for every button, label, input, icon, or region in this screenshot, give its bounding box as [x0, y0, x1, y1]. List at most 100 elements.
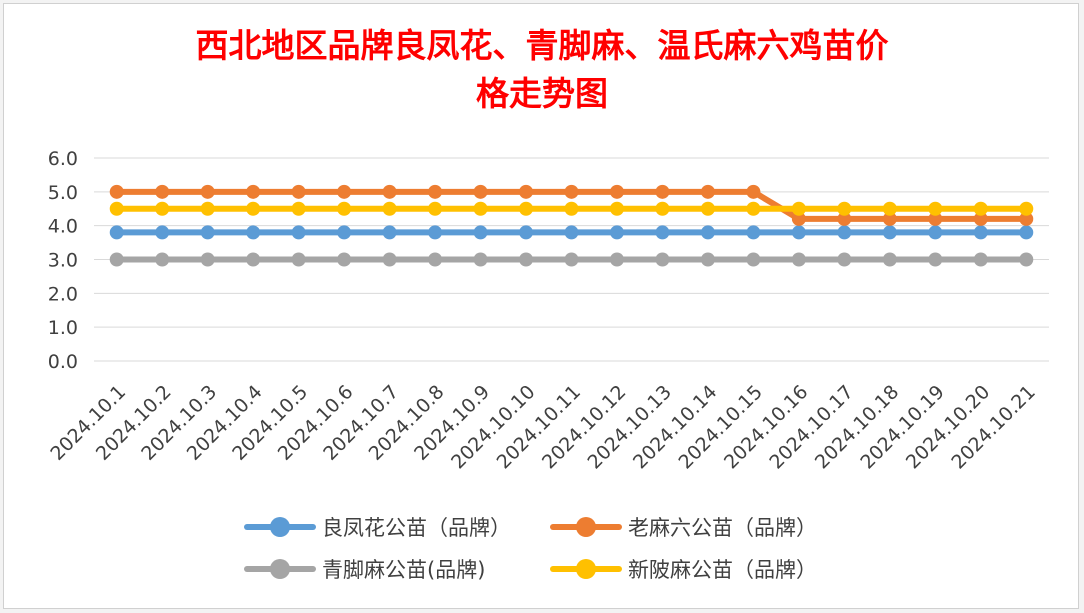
data-point-s2-4 — [246, 184, 261, 199]
legend-item-2[interactable]: 老麻六公苗（品牌） — [550, 512, 817, 542]
data-point-s1-1 — [109, 225, 124, 240]
data-point-s1-4 — [246, 225, 261, 240]
data-point-s2-2 — [155, 184, 170, 199]
data-point-s2-13 — [655, 184, 670, 199]
data-point-s4-16 — [791, 201, 806, 216]
data-point-s1-14 — [700, 225, 715, 240]
data-point-s3-20 — [973, 252, 988, 267]
data-point-s3-4 — [246, 252, 261, 267]
data-point-s1-21 — [1019, 225, 1034, 240]
data-point-s4-5 — [291, 201, 306, 216]
data-point-s1-5 — [291, 225, 306, 240]
y-tick-label-1: 1.0 — [48, 317, 78, 339]
chart-title-line2: 格走势图 — [476, 74, 608, 113]
data-point-s2-3 — [200, 184, 215, 199]
data-point-s4-1 — [109, 201, 124, 216]
data-point-s4-7 — [382, 201, 397, 216]
data-point-s3-2 — [155, 252, 170, 267]
legend-label-2: 老麻六公苗（品牌） — [628, 516, 817, 540]
data-point-s1-6 — [337, 225, 352, 240]
data-point-s2-11 — [564, 184, 579, 199]
data-point-s4-11 — [564, 201, 579, 216]
y-tick-label-2: 2.0 — [48, 283, 78, 305]
data-point-s2-21 — [1019, 211, 1034, 226]
data-point-s2-8 — [428, 184, 443, 199]
data-point-s2-9 — [473, 184, 488, 199]
legend-label-1: 良凤花公苗（品牌） — [322, 516, 511, 540]
data-point-s4-15 — [746, 201, 761, 216]
data-point-s1-12 — [609, 225, 624, 240]
chart-title-line1: 西北地区品牌良凤花、青脚麻、温氏麻六鸡苗价 — [195, 26, 889, 65]
data-point-s1-16 — [791, 225, 806, 240]
data-point-s4-17 — [837, 201, 852, 216]
y-tick-label-0: 0.0 — [48, 351, 78, 373]
data-point-s1-19 — [928, 225, 943, 240]
data-point-s1-20 — [973, 225, 988, 240]
legend-item-4[interactable]: 新陂麻公苗（品牌） — [550, 554, 817, 584]
y-tick-label-4: 4.0 — [48, 216, 78, 238]
data-point-s4-9 — [473, 201, 488, 216]
legend-item-1[interactable]: 良凤花公苗（品牌） — [244, 512, 511, 542]
data-point-s4-2 — [155, 201, 170, 216]
data-point-s1-18 — [882, 225, 897, 240]
legend-marker-2 — [576, 517, 596, 537]
data-point-s4-19 — [928, 201, 943, 216]
data-point-s3-17 — [837, 252, 852, 267]
y-tick-label-5: 5.0 — [48, 182, 78, 204]
data-point-s1-2 — [155, 225, 170, 240]
data-point-s3-13 — [655, 252, 670, 267]
data-point-s3-6 — [337, 252, 352, 267]
data-point-s3-10 — [519, 252, 534, 267]
data-point-s2-19 — [928, 211, 943, 226]
data-point-s3-12 — [609, 252, 624, 267]
data-point-s3-11 — [564, 252, 579, 267]
data-point-s2-15 — [746, 184, 761, 199]
legend-swatch-1 — [244, 512, 316, 542]
data-point-s2-17 — [837, 211, 852, 226]
y-tick-label-6: 6.0 — [48, 148, 78, 170]
data-point-s3-15 — [746, 252, 761, 267]
legend-label-3: 青脚麻公苗(品牌) — [322, 558, 486, 582]
data-point-s2-10 — [519, 184, 534, 199]
data-point-s3-8 — [428, 252, 443, 267]
data-point-s3-21 — [1019, 252, 1034, 267]
data-point-s4-18 — [882, 201, 897, 216]
chart-frame — [3, 3, 1079, 609]
y-tick-label-3: 3.0 — [48, 250, 78, 272]
data-point-s1-7 — [382, 225, 397, 240]
legend-label-4: 新陂麻公苗（品牌） — [628, 558, 817, 582]
data-point-s1-10 — [519, 225, 534, 240]
data-point-s3-3 — [200, 252, 215, 267]
data-point-s3-5 — [291, 252, 306, 267]
chart-title: 西北地区品牌良凤花、青脚麻、温氏麻六鸡苗价 格走势图 — [0, 22, 1084, 118]
data-point-s1-15 — [746, 225, 761, 240]
data-point-s1-3 — [200, 225, 215, 240]
legend-marker-3 — [270, 559, 290, 579]
data-point-s2-16 — [791, 211, 806, 226]
data-point-s1-9 — [473, 225, 488, 240]
data-point-s2-6 — [337, 184, 352, 199]
data-point-s2-18 — [882, 211, 897, 226]
data-point-s4-21 — [1019, 201, 1034, 216]
legend-marker-1 — [270, 517, 290, 537]
data-point-s1-8 — [428, 225, 443, 240]
legend-swatch-3 — [244, 554, 316, 584]
legend-item-3[interactable]: 青脚麻公苗(品牌) — [244, 554, 485, 584]
data-point-s2-7 — [382, 184, 397, 199]
data-point-s4-13 — [655, 201, 670, 216]
data-point-s3-16 — [791, 252, 806, 267]
data-point-s1-11 — [564, 225, 579, 240]
legend-swatch-4 — [550, 554, 622, 584]
data-point-s4-10 — [519, 201, 534, 216]
data-point-s2-5 — [291, 184, 306, 199]
data-point-s3-18 — [882, 252, 897, 267]
data-point-s4-20 — [973, 201, 988, 216]
data-point-s4-8 — [428, 201, 443, 216]
data-point-s2-1 — [109, 184, 124, 199]
data-point-s1-13 — [655, 225, 670, 240]
data-point-s3-14 — [700, 252, 715, 267]
data-point-s3-19 — [928, 252, 943, 267]
legend-swatch-2 — [550, 512, 622, 542]
data-point-s1-17 — [837, 225, 852, 240]
